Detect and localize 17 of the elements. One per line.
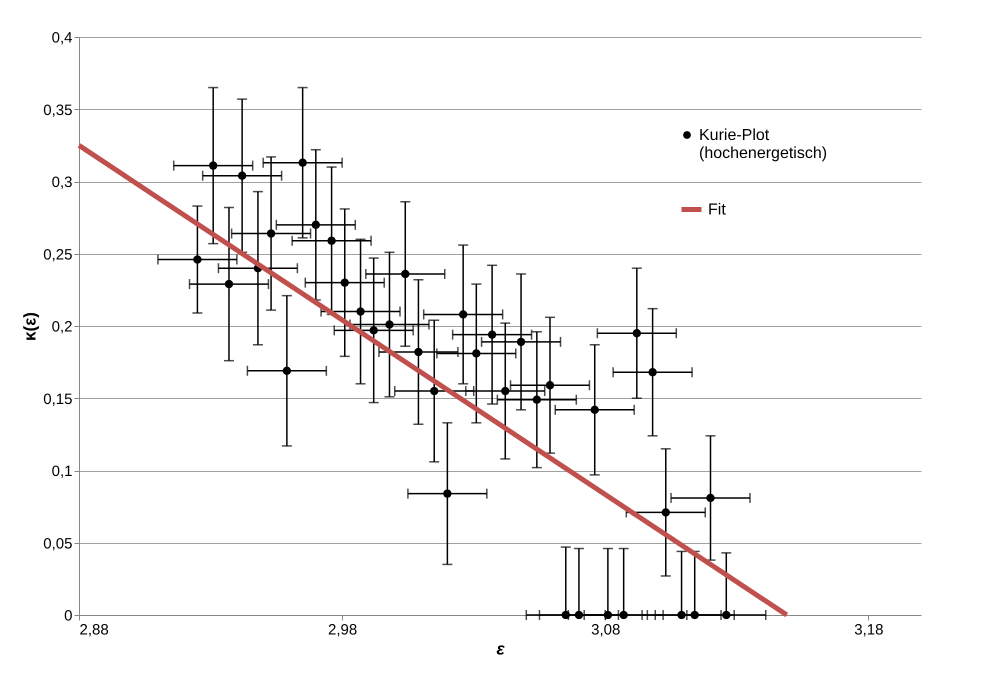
x-tick-label: 3,18 — [854, 622, 884, 638]
y-tick-label: 0,05 — [43, 535, 72, 552]
y-tick-label: 0,35 — [43, 102, 72, 119]
y-tick-label: 0,25 — [43, 246, 72, 264]
legend-label: Fit — [708, 202, 726, 218]
x-axis-title: ε — [496, 640, 506, 658]
y-tick-label: 0,1 — [52, 463, 72, 480]
y-tick-label: 0 — [64, 608, 72, 624]
y-tick-label: 0,2 — [52, 318, 72, 336]
y-tick-label: 0,4 — [52, 30, 72, 46]
y-axis-title: κ(ε) — [20, 312, 40, 341]
x-tick-label: 2,98 — [328, 622, 358, 638]
x-tick-label: 2,88 — [80, 622, 109, 638]
y-tick-label: 0,3 — [52, 174, 72, 191]
legend-label: Kurie-Plot (hochenergetisch) — [699, 127, 828, 162]
y-tick-label: 0,15 — [43, 390, 72, 408]
x-tick-label: 3,08 — [591, 622, 620, 638]
